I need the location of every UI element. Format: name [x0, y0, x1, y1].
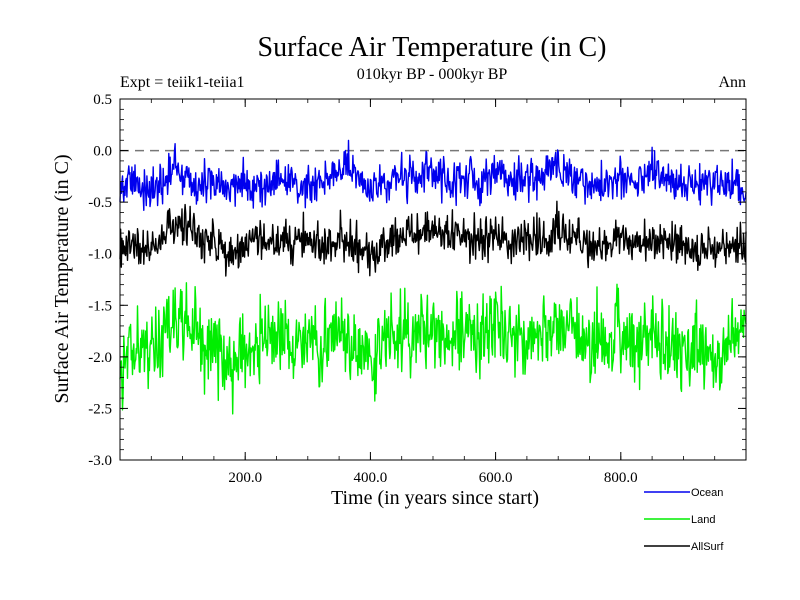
- x-tick-label: 200.0: [228, 470, 262, 486]
- experiment-label: Expt = teiik1-teiia1: [120, 74, 245, 91]
- chart-subtitle: 010kyr BP - 000kyr BP: [357, 66, 508, 83]
- legend-label-land: Land: [691, 514, 715, 526]
- y-tick-label: 0.5: [93, 92, 112, 108]
- y-axis-label: Surface Air Temperature (in C): [51, 154, 73, 403]
- plot-area: [119, 139, 747, 415]
- y-tick-label: -3.0: [88, 453, 112, 469]
- y-tick-label: -1.5: [88, 298, 112, 314]
- series-line-allsurf: [119, 200, 747, 277]
- y-axis: 0.5 0.0 -0.5 -1.0 -1.5 -2.0 -2.5 -3.0: [88, 92, 746, 469]
- legend: Ocean Land AllSurf: [644, 487, 724, 553]
- legend-label-allsurf: AllSurf: [691, 541, 724, 553]
- y-tick-label: -2.5: [88, 401, 112, 417]
- x-axis: 200.0 400.0 600.0 800.0: [150, 99, 716, 486]
- x-axis-label: Time (in years since start): [331, 487, 539, 509]
- x-tick-label: 400.0: [354, 470, 388, 486]
- series-line-ocean: [119, 139, 747, 212]
- chart-title: Surface Air Temperature (in C): [258, 32, 607, 63]
- y-tick-label: -2.0: [88, 350, 112, 366]
- series-line-land: [119, 282, 747, 415]
- y-tick-label: -0.5: [88, 195, 112, 211]
- y-tick-label: -1.0: [88, 247, 112, 263]
- x-tick-label: 600.0: [479, 470, 513, 486]
- x-tick-label: 800.0: [604, 470, 638, 486]
- y-tick-label: 0.0: [93, 144, 112, 160]
- season-label: Ann: [718, 74, 746, 91]
- legend-label-ocean: Ocean: [691, 487, 723, 499]
